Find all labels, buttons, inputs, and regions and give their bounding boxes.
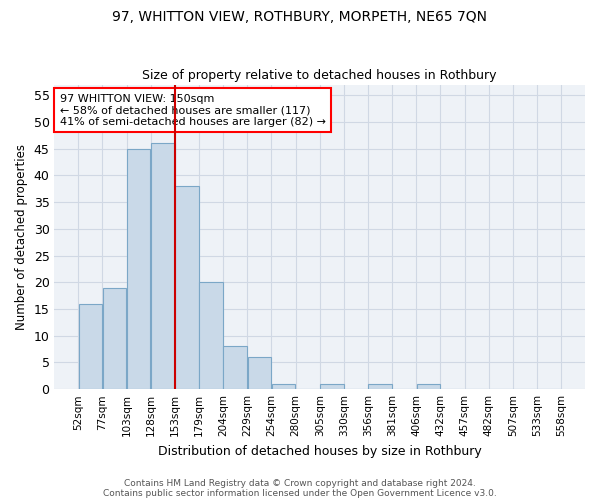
Bar <box>272 384 295 389</box>
Bar <box>368 384 392 389</box>
Bar <box>248 357 271 389</box>
Bar <box>151 144 175 389</box>
Bar <box>103 288 127 389</box>
X-axis label: Distribution of detached houses by size in Rothbury: Distribution of detached houses by size … <box>158 444 482 458</box>
Bar <box>175 186 199 389</box>
Bar <box>79 304 102 389</box>
Text: Contains public sector information licensed under the Open Government Licence v3: Contains public sector information licen… <box>103 488 497 498</box>
Bar <box>199 282 223 389</box>
Bar <box>127 148 151 389</box>
Text: Contains HM Land Registry data © Crown copyright and database right 2024.: Contains HM Land Registry data © Crown c… <box>124 478 476 488</box>
Bar <box>223 346 247 389</box>
Text: 97, WHITTON VIEW, ROTHBURY, MORPETH, NE65 7QN: 97, WHITTON VIEW, ROTHBURY, MORPETH, NE6… <box>113 10 487 24</box>
Title: Size of property relative to detached houses in Rothbury: Size of property relative to detached ho… <box>142 69 497 82</box>
Bar <box>320 384 344 389</box>
Bar <box>416 384 440 389</box>
Y-axis label: Number of detached properties: Number of detached properties <box>15 144 28 330</box>
Text: 97 WHITTON VIEW: 150sqm
← 58% of detached houses are smaller (117)
41% of semi-d: 97 WHITTON VIEW: 150sqm ← 58% of detache… <box>60 94 326 127</box>
